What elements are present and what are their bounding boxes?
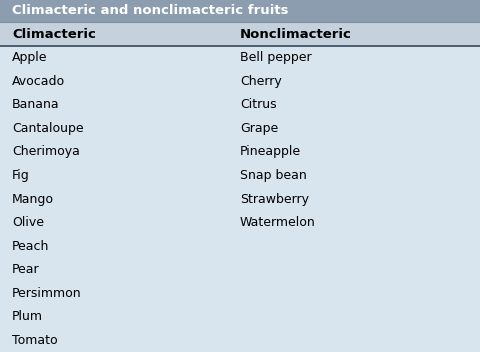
- Text: Strawberry: Strawberry: [240, 193, 309, 206]
- Text: Watermelon: Watermelon: [240, 216, 316, 229]
- Text: Climacteric and nonclimacteric fruits: Climacteric and nonclimacteric fruits: [12, 5, 288, 18]
- Text: Persimmon: Persimmon: [12, 287, 82, 300]
- Text: Cherimoya: Cherimoya: [12, 145, 80, 158]
- FancyBboxPatch shape: [0, 22, 480, 46]
- Text: Nonclimacteric: Nonclimacteric: [240, 27, 352, 40]
- Text: Plum: Plum: [12, 310, 43, 323]
- Text: Pineapple: Pineapple: [240, 145, 301, 158]
- Text: Apple: Apple: [12, 51, 48, 64]
- FancyBboxPatch shape: [0, 46, 480, 352]
- FancyBboxPatch shape: [0, 0, 480, 22]
- Text: Olive: Olive: [12, 216, 44, 229]
- Text: Fig: Fig: [12, 169, 30, 182]
- Text: Mango: Mango: [12, 193, 54, 206]
- Text: Grape: Grape: [240, 122, 278, 135]
- Text: Cherry: Cherry: [240, 75, 282, 88]
- Text: Pear: Pear: [12, 263, 40, 276]
- Text: Citrus: Citrus: [240, 98, 276, 111]
- Text: Avocado: Avocado: [12, 75, 65, 88]
- Text: Banana: Banana: [12, 98, 60, 111]
- Text: Tomato: Tomato: [12, 334, 58, 347]
- Text: Bell pepper: Bell pepper: [240, 51, 312, 64]
- Text: Climacteric: Climacteric: [12, 27, 96, 40]
- Text: Cantaloupe: Cantaloupe: [12, 122, 84, 135]
- Text: Snap bean: Snap bean: [240, 169, 307, 182]
- Text: Peach: Peach: [12, 240, 49, 253]
